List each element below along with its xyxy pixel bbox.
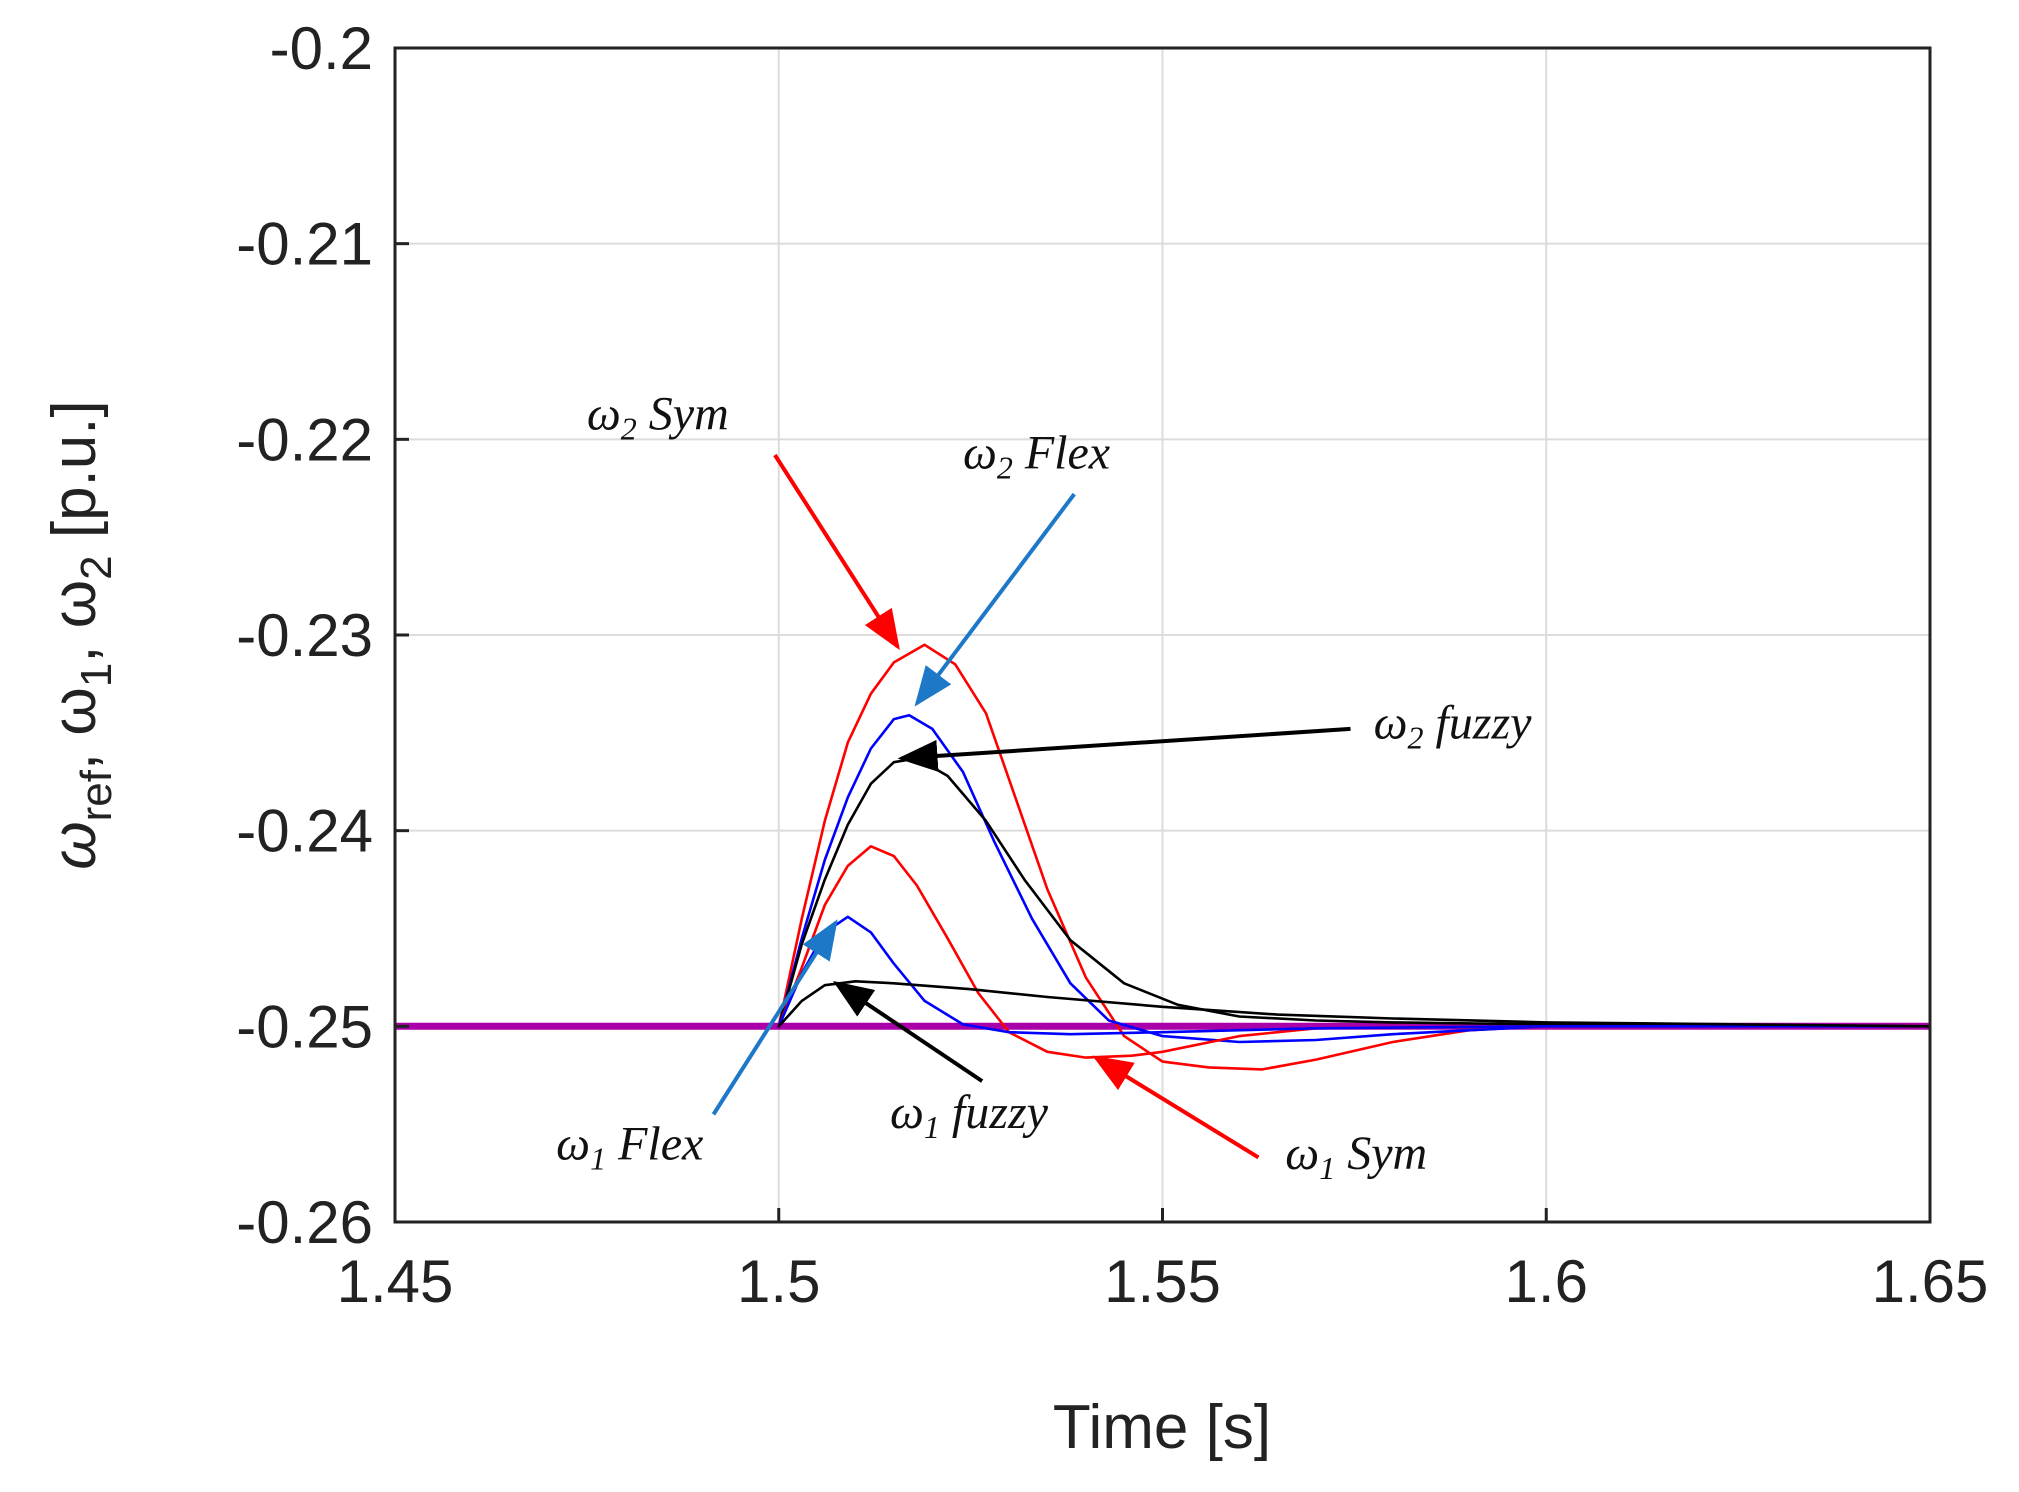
annot-w1-fuzzy-text: fuzzy	[940, 1086, 1049, 1139]
y-axis-title-sep2: , ω	[40, 580, 109, 663]
tick-labels: 1.45 1.5 1.55 1.6 1.65 -0.26 -0.25 -0.24 -0.23 -0…	[236, 15, 1988, 1315]
annot-w2-sym-sub: 2	[621, 411, 637, 447]
y-tick-label-6: -0.2	[270, 15, 373, 82]
annot-w2-flex-arrow	[914, 492, 1076, 707]
annot-w2-fuzzy-sub: 2	[1407, 720, 1423, 756]
annot-w2-sym-arrow	[773, 453, 900, 651]
y-axis-title-sub-ref: ref	[72, 769, 121, 821]
y-axis-title-omega: ω	[40, 821, 109, 869]
annot-w2-sym-text: Sym	[637, 388, 729, 441]
annot-w2-fuzzy-arrow	[897, 726, 1351, 772]
annot-w2-fuzzy-symbol: ω	[1374, 697, 1408, 750]
y-tick-label-3: -0.23	[236, 602, 373, 669]
x-tick-label-0: 1.45	[337, 1248, 454, 1315]
annot-w1-flex-arrow	[711, 919, 838, 1116]
annot-w2-sym-symbol: ω	[587, 388, 621, 441]
x-tick-label-4: 1.65	[1872, 1248, 1989, 1315]
y-axis-title-sub-2: 2	[72, 555, 121, 579]
annot-w2-flex-sub: 2	[997, 450, 1013, 486]
y-axis-title: ωref, ω1, ω2 [p.u.]	[40, 400, 121, 869]
y-tick-label-2: -0.24	[236, 798, 373, 865]
series-line-6	[777, 980, 1930, 1028]
annot-w2-fuzzy-text: fuzzy	[1423, 697, 1532, 750]
y-tick-label-1: -0.25	[236, 993, 373, 1060]
y-tick-label-5: -0.21	[236, 211, 373, 278]
x-axis-title: Time [s]	[1053, 1393, 1271, 1462]
annot-w1-sym-symbol: ω	[1285, 1127, 1319, 1180]
annot-w2-flex-symbol: ω	[963, 427, 997, 480]
x-tick-label-3: 1.6	[1505, 1248, 1588, 1315]
annot-w1-sym-label: ω1 Sym	[1285, 1127, 1427, 1186]
x-tick-label-2: 1.55	[1104, 1248, 1221, 1315]
series-group	[395, 643, 1930, 1071]
grid	[394, 47, 1931, 1223]
annot-w1-flex-sub: 1	[590, 1140, 606, 1176]
y-tick-label-0: -0.26	[236, 1189, 373, 1256]
y-axis-title-sep1: , ω	[40, 687, 109, 770]
annot-w1-flex-symbol: ω	[556, 1117, 590, 1170]
annot-w2-sym-label: ω2 Sym	[587, 388, 729, 447]
y-axis-title-sub-1: 1	[72, 663, 121, 687]
annot-w1-sym-sub: 1	[1319, 1150, 1335, 1186]
annot-w2-fuzzy-label: ω2 fuzzy	[1374, 697, 1533, 756]
annot-w1-fuzzy-sub: 1	[924, 1109, 940, 1145]
x-tick-label-1: 1.5	[737, 1248, 820, 1315]
annot-w1-fuzzy-symbol: ω	[890, 1086, 924, 1139]
annot-w1-flex-label: ω1 Flex	[556, 1117, 703, 1176]
annot-w1-flex-text: Flex	[606, 1117, 703, 1170]
axes	[393, 46, 1932, 1224]
annot-w1-fuzzy-label: ω1 fuzzy	[890, 1086, 1049, 1145]
series-line-4	[777, 845, 1930, 1059]
annot-w1-sym-arrow	[1092, 1055, 1260, 1160]
y-axis-title-unit: [p.u.]	[40, 400, 109, 555]
series-line-3	[777, 757, 1930, 1028]
annot-w1-fuzzy-arrow	[832, 981, 984, 1083]
series-line-1	[777, 643, 1930, 1071]
annot-w1-sym-text: Sym	[1335, 1127, 1427, 1180]
y-tick-label-4: -0.22	[236, 406, 373, 473]
annot-w2-flex-label: ω2 Flex	[963, 427, 1110, 486]
annot-w2-flex-text: Flex	[1013, 427, 1110, 480]
series-line-2	[777, 713, 1930, 1044]
